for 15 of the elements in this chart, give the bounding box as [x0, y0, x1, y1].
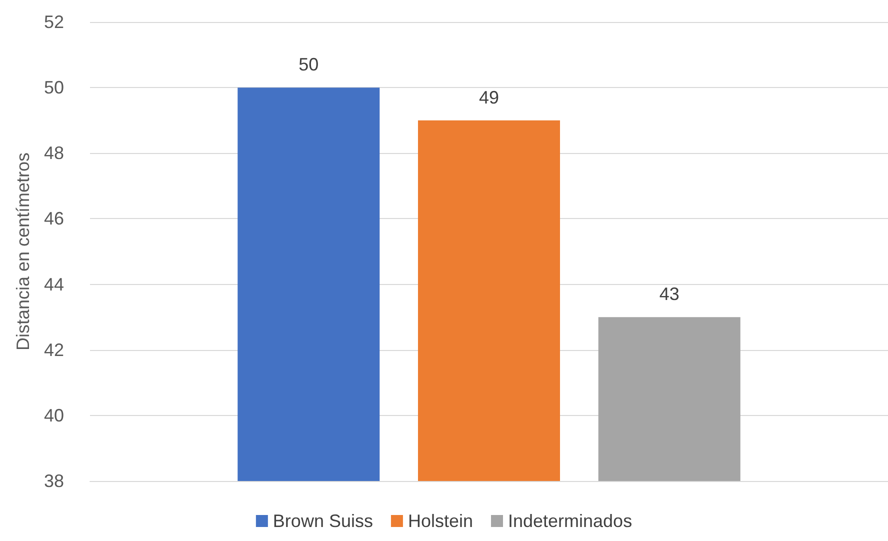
legend-label: Holstein [408, 511, 473, 531]
y-tick-label: 48 [44, 143, 64, 164]
data-label: 43 [659, 284, 680, 304]
legend-label: Indeterminados [508, 511, 632, 531]
y-tick-label: 46 [44, 208, 64, 229]
y-tick-label: 38 [44, 471, 64, 491]
y-tick-label: 52 [44, 12, 64, 32]
y-tick-label: 40 [44, 405, 64, 426]
data-label: 50 [298, 54, 319, 75]
legend-label: Brown Suiss [272, 511, 373, 531]
data-label: 49 [478, 87, 500, 108]
y-tick-label: 44 [44, 274, 64, 294]
y-axis-title: Distancia en centímetros [13, 152, 33, 351]
y-tick-label: 50 [44, 78, 64, 98]
y-tick-label: 42 [44, 340, 64, 360]
